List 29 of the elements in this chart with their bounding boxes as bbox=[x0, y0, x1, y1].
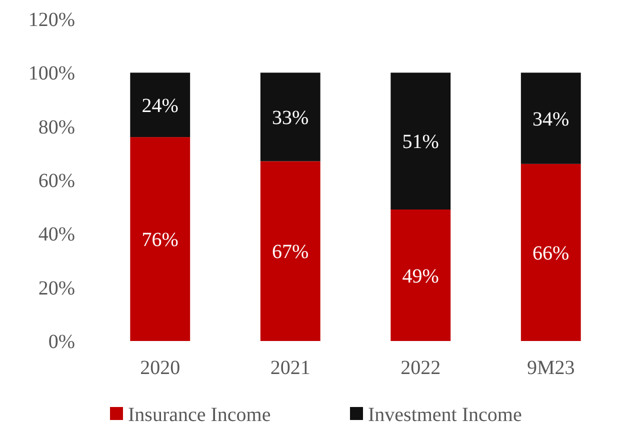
data-label: 66% bbox=[532, 242, 570, 264]
data-label: 51% bbox=[402, 131, 439, 154]
data-label: 34% bbox=[532, 108, 570, 130]
y-tick-label: 120% bbox=[28, 9, 75, 31]
bar bbox=[130, 137, 190, 341]
data-label: 67% bbox=[272, 241, 309, 264]
data-label: 49% bbox=[402, 265, 439, 288]
bar bbox=[260, 72, 320, 162]
y-tick-label: 20% bbox=[38, 277, 75, 300]
y-tick-label: 0% bbox=[48, 331, 75, 353]
bar bbox=[520, 72, 581, 164]
y-tick-label: 40% bbox=[38, 224, 75, 246]
x-tick-label: 2020 bbox=[140, 357, 180, 379]
data-label: 76% bbox=[142, 229, 178, 252]
x-tick-label: 2022 bbox=[400, 357, 441, 379]
bar bbox=[390, 210, 451, 341]
y-tick-label: 80% bbox=[38, 116, 75, 138]
data-label: 24% bbox=[142, 94, 178, 117]
legend-label: Investment Income bbox=[368, 404, 522, 426]
y-tick-label: 60% bbox=[38, 170, 75, 192]
bar bbox=[520, 164, 581, 341]
x-tick-label: 9M23 bbox=[526, 357, 575, 379]
y-tick-label: 100% bbox=[28, 62, 75, 85]
x-tick-label: 2021 bbox=[270, 357, 310, 379]
bar bbox=[130, 72, 190, 138]
bar bbox=[260, 161, 320, 341]
data-label: 33% bbox=[272, 106, 309, 129]
bar bbox=[390, 72, 451, 210]
legend-label: Insurance Income bbox=[128, 404, 271, 426]
